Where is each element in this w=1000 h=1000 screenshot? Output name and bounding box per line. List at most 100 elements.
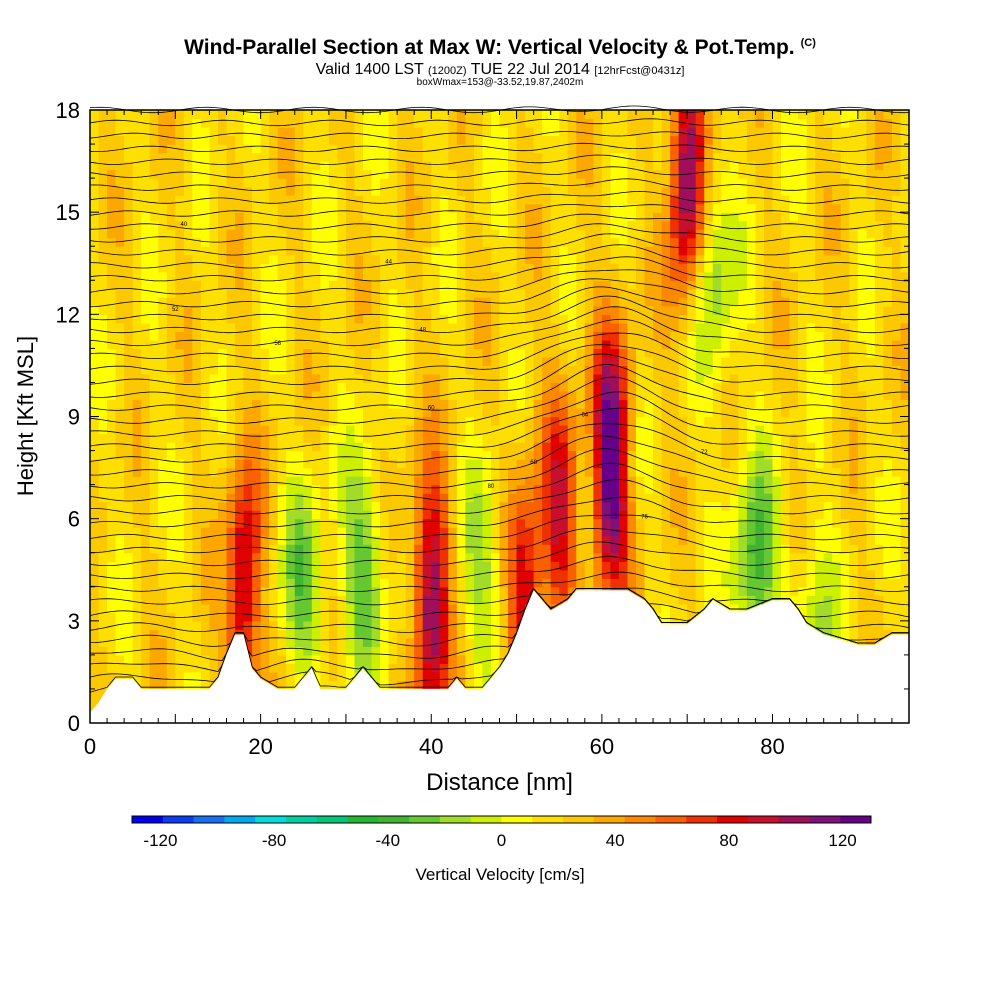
field-cell	[200, 373, 211, 384]
field-cell	[235, 220, 245, 230]
field-cell	[132, 399, 142, 409]
field-cell	[320, 288, 330, 298]
field-cell	[260, 195, 270, 205]
field-cell	[124, 288, 134, 298]
field-cell	[252, 390, 262, 401]
field-cell	[192, 331, 202, 341]
field-cell	[610, 561, 620, 571]
field-cell	[627, 501, 637, 511]
field-cell	[567, 220, 577, 230]
field-cell	[269, 399, 279, 409]
field-cell	[337, 493, 347, 503]
field-cell	[473, 339, 484, 349]
field-cell	[550, 229, 560, 239]
field-cell	[175, 305, 185, 315]
field-cell	[405, 331, 415, 341]
field-cell	[158, 603, 168, 613]
field-cell	[499, 161, 509, 171]
field-cell	[542, 356, 552, 367]
field-cell	[542, 237, 552, 247]
field-cell	[98, 322, 108, 332]
field-cell	[90, 254, 100, 264]
field-cell	[431, 484, 441, 494]
field-cell	[661, 544, 671, 554]
field-cell	[243, 365, 253, 375]
field-cell	[98, 229, 108, 239]
field-cell	[217, 620, 228, 630]
field-cell	[320, 229, 330, 239]
field-cell	[158, 586, 168, 596]
field-cell	[217, 612, 228, 622]
field-cell	[269, 578, 279, 588]
field-cell	[593, 237, 603, 247]
field-cell	[371, 127, 381, 137]
field-cell	[610, 527, 620, 537]
field-cell	[209, 280, 219, 290]
field-cell	[431, 161, 441, 171]
field-cell	[166, 595, 176, 605]
field-cell	[166, 671, 176, 682]
field-cell	[508, 203, 518, 213]
field-cell	[388, 314, 398, 324]
field-cell	[269, 186, 279, 196]
field-cell	[380, 654, 390, 664]
field-cell	[567, 382, 577, 392]
field-cell	[516, 229, 526, 239]
field-cell	[115, 629, 125, 639]
field-cell	[482, 135, 492, 145]
field-cell	[380, 373, 390, 384]
field-cell	[371, 603, 381, 613]
field-cell	[456, 390, 466, 401]
field-cell	[149, 246, 159, 256]
field-cell	[618, 493, 629, 503]
field-cell	[525, 518, 535, 528]
field-cell	[183, 603, 193, 613]
field-cell	[124, 603, 134, 613]
field-cell	[337, 212, 347, 222]
field-cell	[311, 373, 321, 384]
field-cell	[277, 399, 287, 409]
field-cell	[166, 493, 176, 503]
field-cell	[397, 186, 407, 196]
field-cell	[252, 144, 262, 154]
field-cell	[243, 127, 253, 137]
field-cell	[243, 399, 253, 409]
field-cell	[217, 169, 228, 179]
field-cell	[337, 373, 347, 384]
field-cell	[422, 646, 432, 656]
field-cell	[311, 459, 321, 469]
field-cell	[431, 322, 441, 332]
field-cell	[542, 263, 552, 273]
field-cell	[653, 578, 663, 588]
field-cell	[499, 629, 509, 639]
field-cell	[90, 135, 100, 145]
field-cell	[175, 637, 185, 647]
field-cell	[627, 552, 637, 562]
field-cell	[183, 544, 193, 554]
field-cell	[644, 305, 654, 315]
field-cell	[618, 314, 629, 324]
field-cell	[397, 595, 407, 605]
field-cell	[601, 305, 612, 315]
field-cell	[141, 169, 151, 179]
field-cell	[243, 501, 253, 511]
field-cell	[533, 331, 543, 341]
field-cell	[644, 467, 654, 477]
field-cell	[456, 646, 466, 656]
field-cell	[482, 603, 492, 613]
field-cell	[542, 280, 552, 290]
field-cell	[448, 161, 458, 171]
field-cell	[465, 203, 475, 213]
field-cell	[303, 407, 313, 418]
field-cell	[200, 203, 211, 213]
field-cell	[175, 373, 185, 384]
field-cell	[644, 110, 654, 120]
field-cell	[345, 620, 356, 630]
field-cell	[294, 382, 304, 392]
field-cell	[286, 203, 296, 213]
field-cell	[158, 161, 168, 171]
field-cell	[388, 212, 398, 222]
field-cell	[243, 195, 253, 205]
field-cell	[158, 135, 168, 145]
field-cell	[124, 535, 134, 545]
